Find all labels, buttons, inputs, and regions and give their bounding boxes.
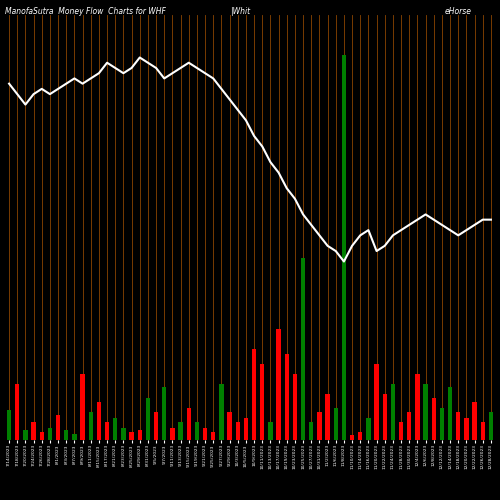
Bar — [252, 349, 256, 440]
Bar — [64, 430, 68, 440]
Text: ManofaSutra  Money Flow  Charts for WHF: ManofaSutra Money Flow Charts for WHF — [5, 8, 166, 16]
Bar — [472, 402, 477, 440]
Bar — [96, 402, 101, 440]
Bar — [162, 388, 166, 440]
Bar — [146, 398, 150, 440]
Bar — [382, 394, 387, 440]
Bar — [194, 422, 199, 440]
Bar — [260, 364, 264, 440]
Bar — [219, 384, 224, 440]
Bar — [399, 422, 404, 440]
Bar — [456, 412, 460, 440]
Bar — [268, 422, 272, 440]
Bar — [374, 364, 379, 440]
Bar — [317, 412, 322, 440]
Bar — [448, 388, 452, 440]
Bar — [23, 430, 28, 440]
Bar — [7, 410, 12, 440]
Bar — [15, 384, 20, 440]
Bar — [130, 432, 134, 440]
Bar — [309, 422, 314, 440]
Bar — [366, 418, 370, 440]
Bar — [178, 422, 183, 440]
Bar — [88, 412, 93, 440]
Bar — [228, 412, 232, 440]
Bar — [203, 428, 207, 440]
Bar — [350, 435, 354, 440]
Bar — [121, 428, 126, 440]
Text: eHorse: eHorse — [445, 8, 472, 16]
Text: |Whit: |Whit — [230, 8, 250, 16]
Bar — [432, 398, 436, 440]
Bar — [40, 432, 44, 440]
Bar — [301, 258, 306, 440]
Bar — [56, 414, 60, 440]
Bar — [236, 422, 240, 440]
Bar — [32, 422, 36, 440]
Bar — [292, 374, 297, 440]
Bar — [113, 418, 117, 440]
Bar — [276, 328, 281, 440]
Bar — [342, 56, 346, 440]
Bar — [80, 374, 85, 440]
Bar — [390, 384, 395, 440]
Bar — [211, 432, 216, 440]
Bar — [105, 422, 110, 440]
Bar — [186, 408, 191, 440]
Bar — [415, 374, 420, 440]
Bar — [480, 422, 485, 440]
Bar — [48, 428, 52, 440]
Bar — [244, 418, 248, 440]
Bar — [326, 394, 330, 440]
Bar — [154, 412, 158, 440]
Bar — [138, 430, 142, 440]
Bar — [72, 434, 76, 440]
Bar — [424, 384, 428, 440]
Bar — [464, 418, 468, 440]
Bar — [358, 432, 362, 440]
Bar — [488, 412, 493, 440]
Bar — [407, 412, 412, 440]
Bar — [170, 428, 174, 440]
Bar — [284, 354, 289, 440]
Bar — [334, 408, 338, 440]
Bar — [440, 408, 444, 440]
